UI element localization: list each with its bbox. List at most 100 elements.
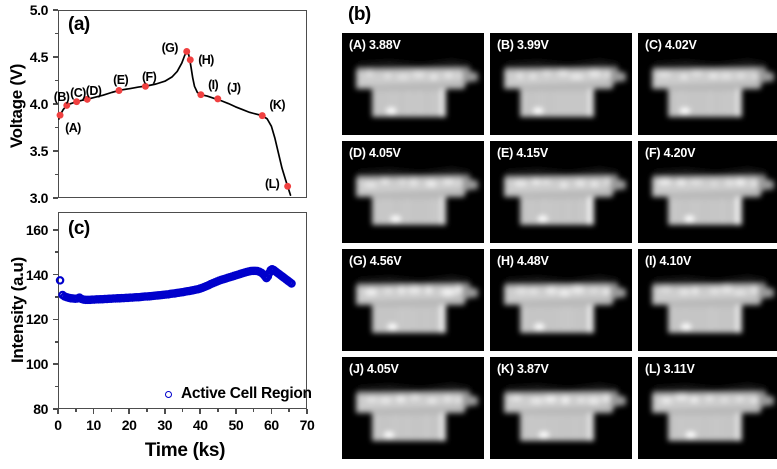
cell-image-tile-G[interactable]: (G) 4.56V <box>342 249 484 351</box>
time-tick-label: 0 <box>54 417 62 433</box>
legend-marker-icon <box>165 390 172 398</box>
time-tick-mark <box>163 409 166 414</box>
voltage-marker-K[interactable] <box>258 112 266 120</box>
intensity-tick-mark <box>53 408 58 410</box>
point-label-J: (J) <box>226 81 241 96</box>
cell-xray-image-K <box>490 357 632 459</box>
charts-column: Voltage (V) Intensity (a.u) (a) 5.0 4.5 4.… <box>0 0 320 469</box>
point-label-E: (E) <box>113 73 129 88</box>
cell-xray-image-B <box>490 33 632 135</box>
cell-xray-image-C <box>638 33 777 135</box>
intensity-tick-mark <box>53 229 58 231</box>
point-label-H: (H) <box>198 52 214 67</box>
panel-a-tag: (a) <box>68 14 90 35</box>
voltage-time-chart <box>56 10 307 198</box>
point-label-I: (I) <box>208 78 219 93</box>
time-tick-label: 10 <box>86 417 101 433</box>
cell-image-tile-K[interactable]: (K) 3.87V <box>490 357 632 459</box>
voltage-marker-E[interactable] <box>115 87 123 94</box>
tile-caption-F: (F) 4.20V <box>645 146 696 160</box>
voltage-tick-label: 5.0 <box>29 2 49 18</box>
intensity-scatter-svg <box>55 265 296 305</box>
voltage-tick-label: 3.0 <box>29 190 49 206</box>
cell-image-tile-E[interactable]: (E) 4.15V <box>490 141 632 243</box>
time-minor-tick <box>181 409 184 412</box>
voltage-tick-mark <box>53 9 58 11</box>
tile-caption-J: (J) 4.05V <box>349 362 399 376</box>
voltage-marker-F[interactable] <box>141 82 149 90</box>
point-label-C: (C) <box>70 85 86 100</box>
time-tick-mark <box>306 409 308 414</box>
tile-caption-L: (L) 3.11V <box>645 362 695 376</box>
cell-image-tile-J[interactable]: (J) 4.05V <box>342 357 484 459</box>
tile-caption-A: (A) 3.88V <box>349 38 401 52</box>
point-label-A: (A) <box>65 121 81 136</box>
point-label-F: (F) <box>141 70 157 85</box>
cell-image-tile-B[interactable]: (B) 3.99V <box>490 33 632 135</box>
cell-image-tile-F[interactable]: (F) 4.20V <box>638 141 777 243</box>
intensity-tick-mark <box>53 318 58 321</box>
tile-caption-H: (H) 4.48V <box>497 254 549 268</box>
cell-xray-image-F <box>638 141 777 243</box>
voltage-minor-tick <box>55 126 58 129</box>
tile-caption-E: (E) 4.15V <box>497 146 549 160</box>
time-minor-tick <box>252 409 255 412</box>
voltage-minor-tick <box>55 79 58 82</box>
voltage-marker-I[interactable] <box>197 91 205 99</box>
voltage-tick-mark <box>53 103 58 105</box>
time-tick-mark <box>235 409 237 414</box>
intensity-point <box>55 276 65 285</box>
intensity-minor-tick <box>55 251 58 254</box>
point-label-G: (G) <box>161 40 179 55</box>
voltage-tick-label: 3.5 <box>29 143 49 159</box>
time-tick-label: 40 <box>192 417 208 433</box>
legend: Active Cell Region <box>165 385 312 403</box>
intensity-tick-label: 80 <box>33 401 48 417</box>
intensity-tick-label: 140 <box>25 266 49 283</box>
intensity-minor-tick <box>55 385 58 388</box>
cell-xray-image-H <box>490 249 632 351</box>
voltage-tick-mark <box>53 56 58 58</box>
cell-xray-image-J <box>342 357 484 459</box>
time-tick-mark <box>199 409 202 414</box>
cell-image-tile-L[interactable]: (L) 3.11V <box>638 357 777 459</box>
voltage-marker-G[interactable] <box>183 47 191 55</box>
voltage-marker-H[interactable] <box>186 56 194 64</box>
cell-image-tile-H[interactable]: (H) 4.48V <box>490 249 632 351</box>
tile-caption-I: (I) 4.10V <box>645 254 692 268</box>
time-tick-mark <box>128 409 130 414</box>
voltage-marker-B[interactable] <box>63 101 71 109</box>
tile-caption-G: (G) 4.56V <box>349 254 402 268</box>
intensity-time-chart <box>55 212 307 409</box>
cell-xray-image-G <box>342 249 484 351</box>
time-tick-label: 70 <box>299 417 315 433</box>
voltage-marker-D[interactable] <box>83 95 91 103</box>
intensity-tick-label: 120 <box>25 311 49 328</box>
time-tick-label: 60 <box>264 417 279 433</box>
voltage-marker-C[interactable] <box>73 98 81 106</box>
cell-image-tile-A[interactable]: (A) 3.88V <box>342 33 484 135</box>
cell-image-tile-D[interactable]: (D) 4.05V <box>342 141 484 243</box>
voltage-line <box>58 50 292 196</box>
tile-caption-C: (C) 4.02V <box>645 38 697 52</box>
tile-caption-K: (K) 3.87V <box>497 362 549 376</box>
voltage-tick-mark <box>53 197 58 199</box>
voltage-minor-tick <box>55 32 58 35</box>
time-minor-tick <box>146 409 148 412</box>
intensity-point <box>287 279 296 288</box>
cell-image-tile-C[interactable]: (C) 4.02V <box>638 33 777 135</box>
voltage-marker-A[interactable] <box>56 111 64 119</box>
voltage-marker-L[interactable] <box>284 182 292 190</box>
time-tick-mark <box>57 409 59 414</box>
point-label-L: (L) <box>265 176 280 191</box>
time-minor-tick <box>217 409 219 412</box>
tile-caption-B: (B) 3.99V <box>497 38 549 52</box>
time-minor-tick <box>288 409 290 412</box>
cell-image-tile-I[interactable]: (I) 4.10V <box>638 249 777 351</box>
cell-xray-image-I <box>638 249 777 351</box>
voltage-marker-J[interactable] <box>214 95 222 103</box>
time-tick-mark <box>270 409 273 414</box>
time-tick-label: 20 <box>121 417 137 433</box>
image-grid-column: (b) (A) 3.88V (B) 3.99V (C) 4.02V (D) 4.05V… <box>320 0 777 469</box>
